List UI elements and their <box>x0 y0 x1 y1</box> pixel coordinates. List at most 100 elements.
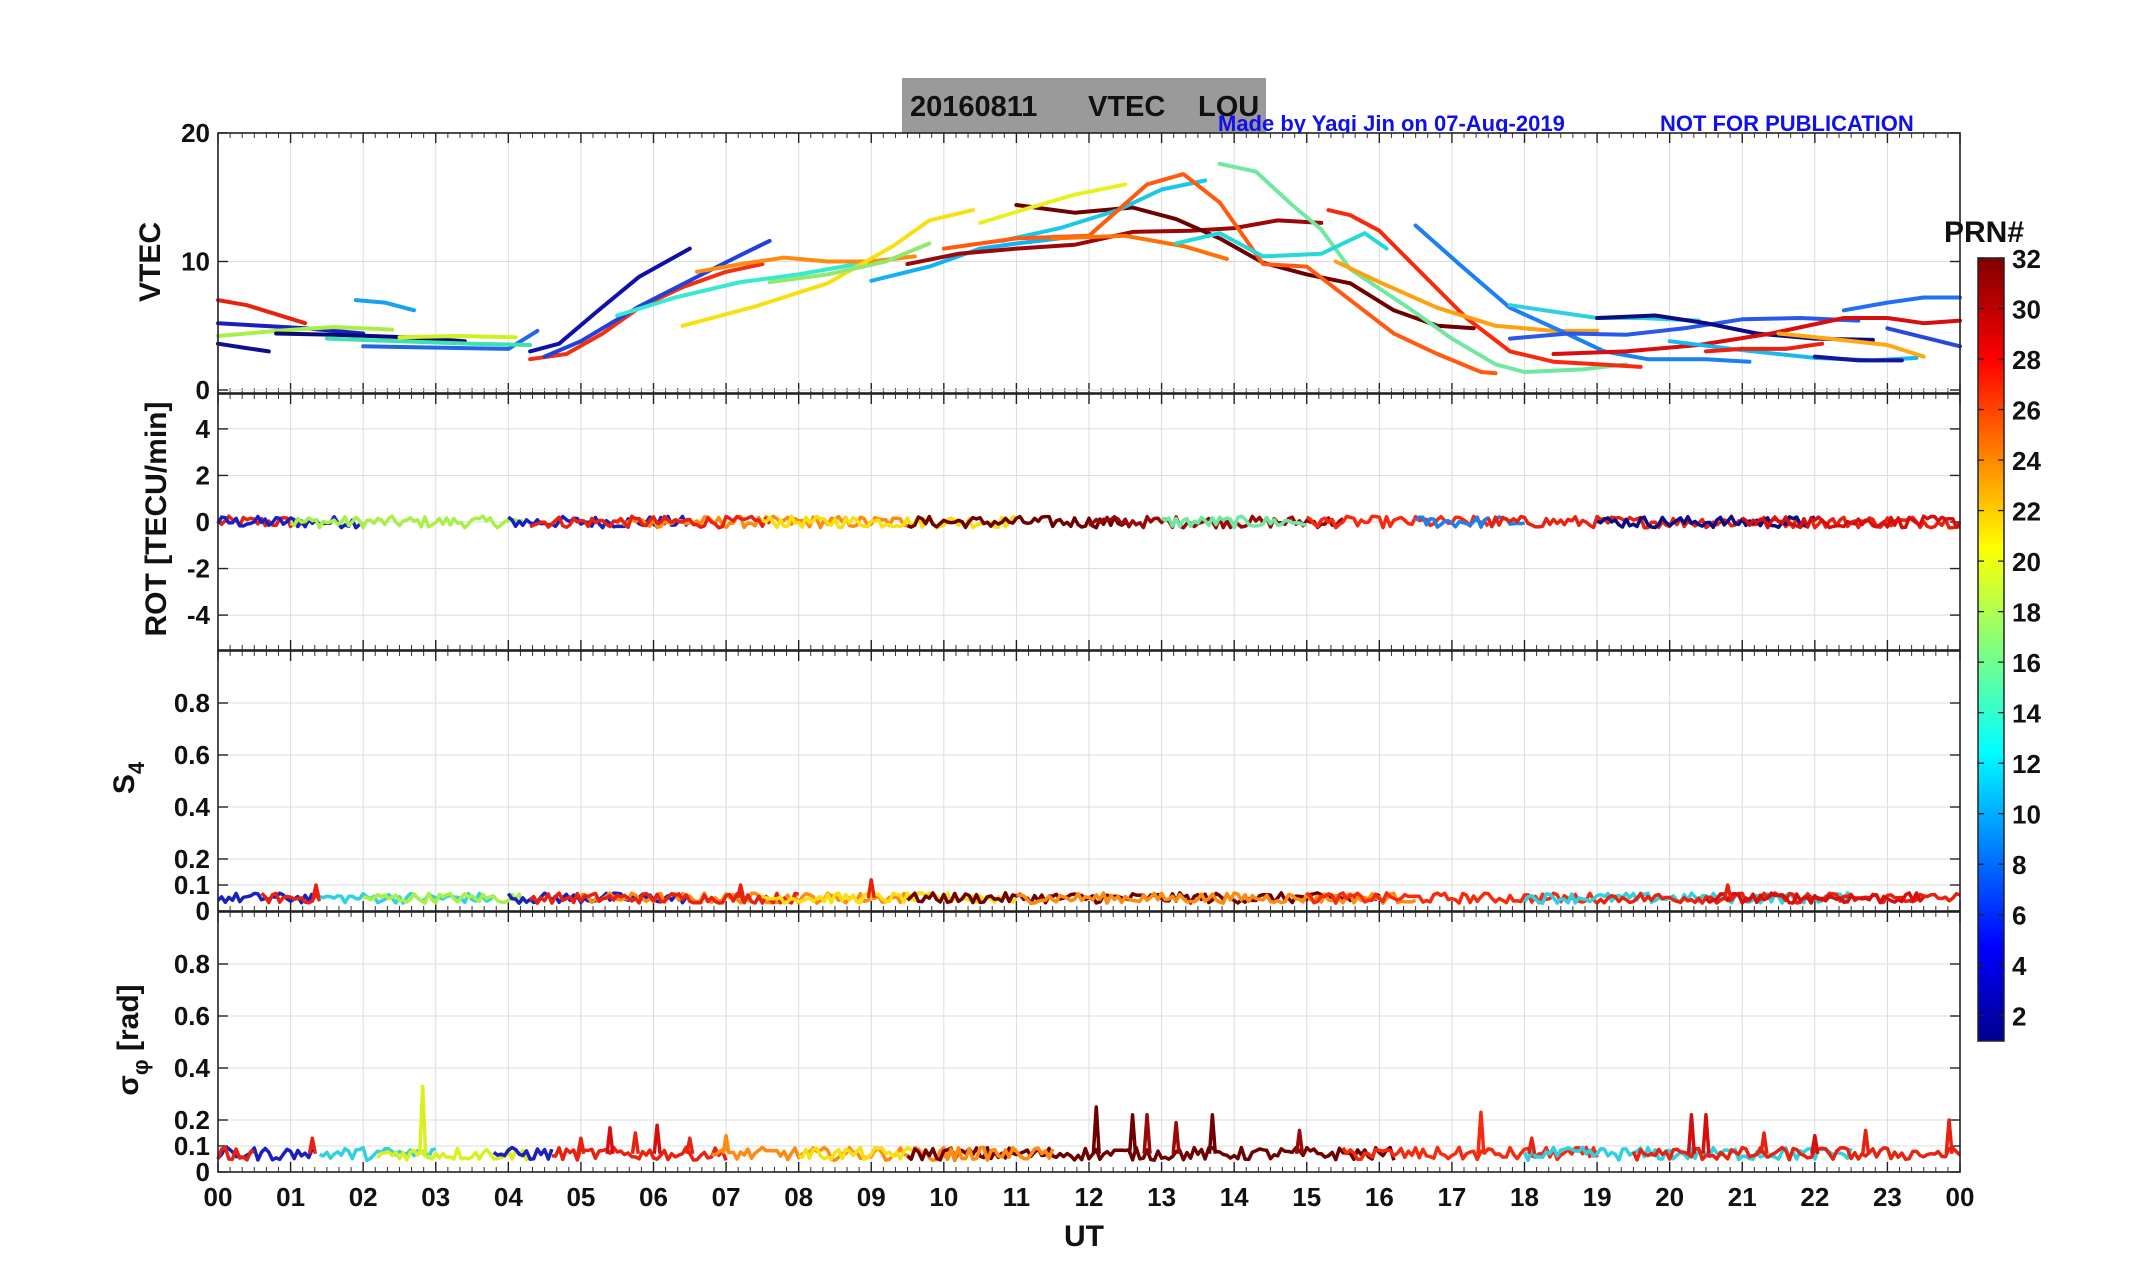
plot-frame <box>217 650 1961 912</box>
x-tick-label: 15 <box>1292 1182 1321 1212</box>
x-tick-label: 14 <box>1220 1182 1249 1212</box>
spike-mark <box>576 1136 586 1155</box>
y-tick-label: 0.4 <box>174 1053 211 1083</box>
noise-trace <box>761 514 1018 530</box>
x-tick-label: 13 <box>1147 1182 1176 1212</box>
vtec-series-prn-16 <box>767 241 932 285</box>
noise-trace <box>528 891 800 905</box>
noise-trace <box>216 514 306 529</box>
y-tick-label: 10 <box>181 247 210 277</box>
spike-mark <box>1701 1113 1711 1154</box>
noise-trace <box>1596 514 1816 530</box>
y-tick-label: 4 <box>196 414 211 444</box>
colorbar-label: PRN# <box>1944 216 2024 249</box>
spike-mark <box>630 1131 640 1155</box>
noise-trace <box>319 891 496 905</box>
vtec-series-prn-23 <box>1050 233 1229 261</box>
vtec-series-prn-6 <box>1508 316 1861 341</box>
y-tick-label: 0.2 <box>174 1105 210 1135</box>
x-tick-label: 00 <box>204 1182 233 1212</box>
y-tick-label: 0.1 <box>174 1131 210 1161</box>
spike-mark <box>652 1123 662 1154</box>
x-tick-label: 08 <box>784 1182 813 1212</box>
spike-mark <box>1723 883 1733 899</box>
spike-mark <box>1861 1128 1871 1155</box>
vtec-series-prn-20 <box>680 208 975 328</box>
noise-trace <box>1486 514 1961 530</box>
y-tick-label: -2 <box>187 554 210 584</box>
noise-trace <box>1704 891 1925 905</box>
vtec-panel: 0 10 20 <box>181 118 1962 405</box>
publication-note: NOT FOR PUBLICATION <box>1660 111 1914 136</box>
vtec-series-prn-29 <box>1551 316 1962 356</box>
noise-trace <box>289 514 524 530</box>
x-tick-label: 18 <box>1510 1182 1539 1212</box>
x-tick-label: 23 <box>1873 1182 1902 1212</box>
x-tick-label: 20 <box>1655 1182 1684 1212</box>
vtec-series-prn-17 <box>216 325 395 338</box>
spike-mark <box>1527 1136 1537 1155</box>
plot-frame <box>217 393 1961 651</box>
spike-mark <box>1171 1120 1181 1154</box>
y-tick-label: 0 <box>196 375 210 405</box>
vtec-series-prn-22 <box>1776 331 1926 359</box>
spike-mark <box>418 1084 428 1154</box>
noise-trace <box>906 514 1127 530</box>
plot-frame <box>217 911 1961 1173</box>
noise-trace <box>492 1145 554 1161</box>
spike-mark <box>1091 1105 1101 1154</box>
colorbar-tick-label: 24 <box>2012 446 2041 476</box>
colorbar-tick-label: 8 <box>2012 850 2026 880</box>
vtec-series-prn-24 <box>695 254 917 274</box>
spike-mark <box>311 883 321 899</box>
noise-trace <box>906 1145 1396 1162</box>
noise-trace <box>1305 514 1490 530</box>
noise-trace <box>1305 891 1599 905</box>
vtec-series-prn-4 <box>216 321 366 336</box>
vtec-series-prn-12 <box>1174 231 1389 259</box>
noise-trace <box>216 1145 255 1162</box>
noise-trace <box>1160 514 1307 530</box>
noise-trace <box>1522 1145 1853 1163</box>
x-tick-label: 19 <box>1583 1182 1612 1212</box>
y-tick-label: 0 <box>196 1157 210 1187</box>
spike-mark <box>866 878 876 899</box>
colorbar-tick-label: 6 <box>2012 901 2026 931</box>
vtec-series-prn-15 <box>1217 161 1629 374</box>
vtec-series-prn-1 <box>274 331 467 344</box>
title-box <box>902 78 1266 134</box>
y-tick-label: 0.2 <box>174 844 210 874</box>
vtec-series-prn-5 <box>1885 326 1962 349</box>
sigma-phi-panel: 00.10.2 0.4 0.6 0.8 <box>174 911 1962 1187</box>
s4-panel: 00.10.2 0.4 0.6 0.8 <box>174 650 1961 926</box>
x-tick-label: 11 <box>1003 1182 1031 1212</box>
spike-mark <box>1944 1118 1954 1154</box>
rot-panel: -4 -2 0 2 4 <box>187 393 1962 651</box>
title-variable: VTEC <box>1088 91 1165 123</box>
colorbar-tick-label: 2 <box>2012 1002 2026 1032</box>
x-tick-label: 05 <box>566 1182 595 1212</box>
y-tick-label: 0.6 <box>174 1001 210 1031</box>
vtec-series-prn-10 <box>869 236 1062 283</box>
colorbar-tick-label: 12 <box>2012 749 2041 779</box>
sigma-phi-axis-label: σφ [rad] <box>112 984 153 1095</box>
colorbar <box>1977 257 2005 1042</box>
vtec-series-prn-8 <box>1841 295 1962 313</box>
vtec-series-prn-14 <box>324 336 533 347</box>
spike-mark <box>1294 1128 1305 1155</box>
spike-mark <box>1142 1113 1152 1154</box>
spike-mark <box>605 1126 615 1154</box>
y-tick-label: 20 <box>181 118 210 148</box>
vtec-axis-label: VTEC <box>134 222 167 302</box>
title-station: LOU <box>1198 91 1259 123</box>
noise-trace <box>798 1145 917 1162</box>
y-tick-label: 0 <box>196 896 210 926</box>
x-axis-label: UT <box>1064 1220 1104 1253</box>
y-tick-label: 0.8 <box>174 949 210 979</box>
x-tick-label: 03 <box>421 1182 450 1212</box>
x-tick-label: 06 <box>639 1182 668 1212</box>
vtec-series-prn-9 <box>353 298 416 313</box>
x-tick-label: 00 <box>1946 1182 1975 1212</box>
vtec-series-prn-18 <box>397 334 518 340</box>
